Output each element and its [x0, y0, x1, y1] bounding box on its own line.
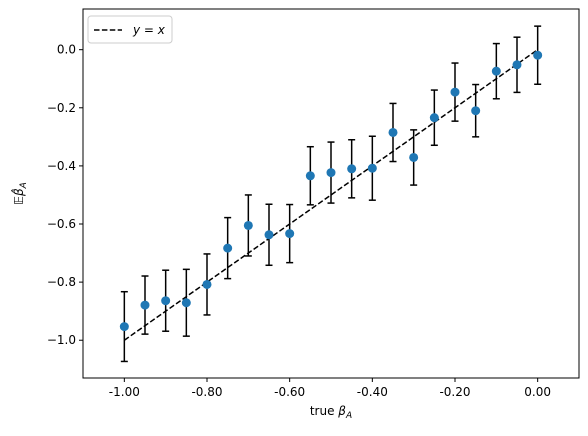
data-point — [512, 60, 522, 70]
data-point — [223, 243, 233, 253]
legend-label-reference-line: y = x — [132, 23, 166, 37]
x-tick-label: -0.80 — [191, 385, 222, 399]
y-tick-label: −0.6 — [47, 217, 76, 231]
data-point — [533, 50, 543, 60]
x-axis-label: true βA — [310, 404, 352, 421]
plot-frame — [82, 8, 580, 379]
data-point — [243, 220, 253, 230]
y-tick-label: −1.0 — [47, 333, 76, 347]
data-point — [140, 300, 150, 310]
x-tick-label: -0.20 — [439, 385, 470, 399]
x-tick-label: -0.40 — [357, 385, 388, 399]
data-point — [305, 171, 315, 181]
y-tick-label: −0.2 — [47, 101, 76, 115]
plot-area — [119, 25, 543, 363]
x-tick-label: 0.00 — [524, 385, 551, 399]
data-point — [285, 229, 295, 239]
data-point — [264, 230, 274, 240]
y-axis: 0.0 −0.2 −0.4 −0.6 −0.8 −1.0 — [47, 43, 83, 347]
y-axis-label-sub: A — [19, 182, 29, 189]
y-tick-label: −0.8 — [47, 275, 76, 289]
y-tick-label: 0.0 — [57, 43, 76, 57]
y-axis-label: 𝔼β̂A — [10, 182, 29, 205]
y-axis-label-symbol: 𝔼β̂ — [10, 188, 26, 205]
x-axis-label-symbol: β — [337, 404, 346, 418]
data-point — [471, 106, 481, 116]
x-axis: -1.00 -0.80 -0.60 -0.40 -0.20 0.00 — [109, 378, 551, 399]
x-tick-label: -0.60 — [274, 385, 305, 399]
x-axis-label-sub: A — [345, 411, 352, 421]
data-point — [119, 322, 129, 332]
data-point — [388, 127, 398, 137]
data-point — [367, 163, 377, 173]
data-point — [429, 113, 439, 123]
data-point — [161, 296, 171, 306]
data-point — [326, 168, 336, 178]
legend: y = x — [87, 15, 173, 44]
x-axis-label-prefix: true — [310, 404, 338, 418]
data-point — [202, 279, 212, 289]
x-tick-label: -1.00 — [109, 385, 140, 399]
y-tick-label: −0.4 — [47, 159, 76, 173]
legend-box — [87, 15, 173, 44]
data-point — [491, 66, 501, 76]
data-point — [450, 87, 460, 97]
data-point — [181, 298, 191, 308]
data-point — [347, 164, 357, 174]
reference-line — [123, 49, 539, 341]
data-point — [409, 152, 419, 162]
